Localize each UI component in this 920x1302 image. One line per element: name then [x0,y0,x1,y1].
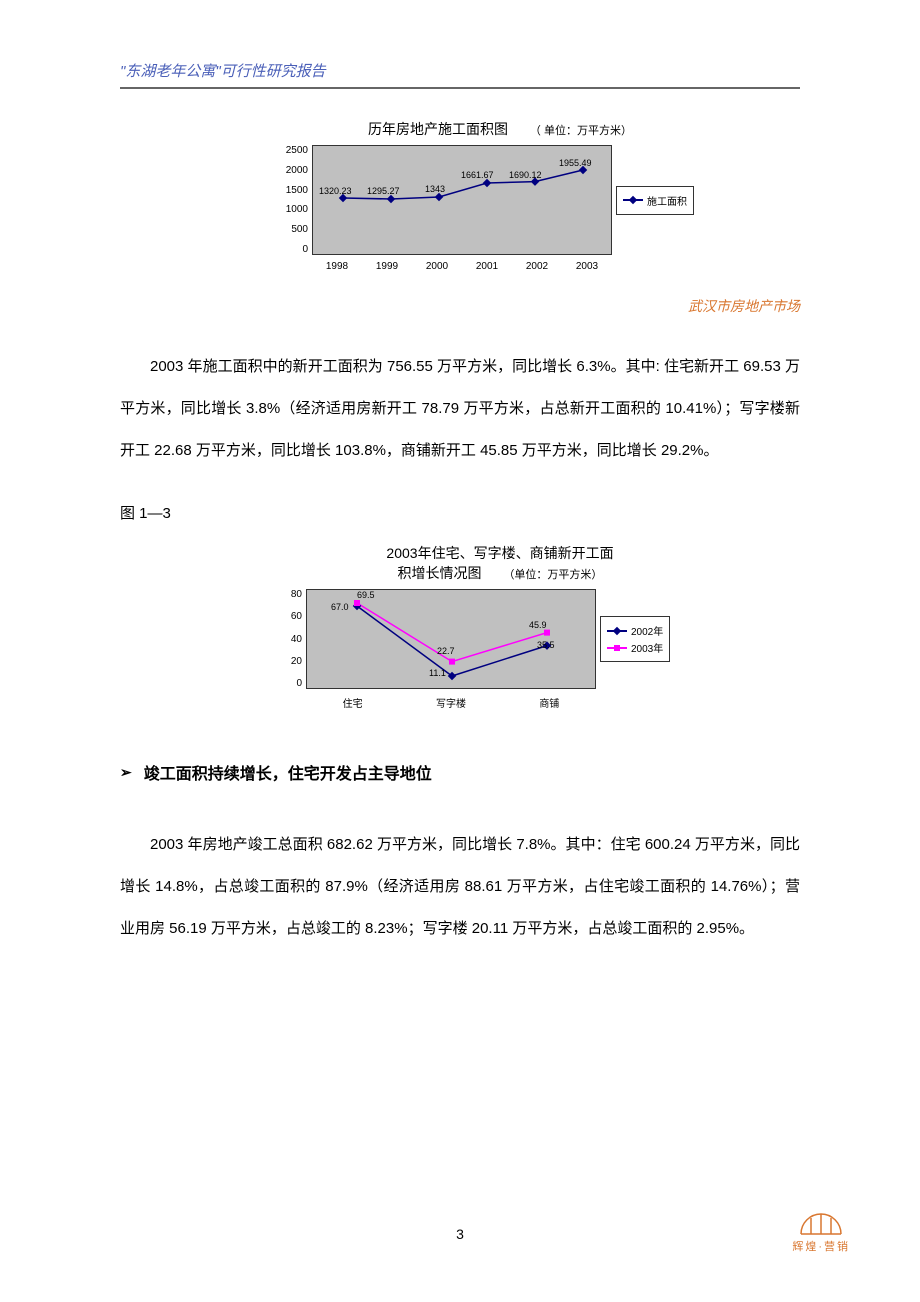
section-heading: ➢ 竣工面积持续增长，住宅开发占主导地位 [120,760,800,784]
chart2-legend: 2002年 2003年 [600,616,670,662]
page-header: "东湖老年公寓"可行性研究报告 [120,60,800,89]
paragraph-1: 2003 年施工面积中的新开工面积为 756.55 万平方米，同比增长 6.3%… [120,346,800,472]
legend-marker-icon [607,647,627,649]
bullet-icon: ➢ [120,764,132,781]
chart2-plot: 67.0 69.5 11.1 22.7 35.5 45.9 [306,589,596,689]
chart2-unit: （单位：万平方米） [503,569,602,581]
footer-logo-text: 辉煌·营销 [792,1238,850,1254]
chart1-title: 历年房地产施工面积图 [368,121,508,137]
chart1-xaxis: 1998 1999 2000 2001 2002 2003 [312,261,612,272]
legend-marker-icon [623,199,643,201]
chart2-yaxis: 80 60 40 20 0 [280,589,306,689]
chart1-title-row: 历年房地产施工面积图 （ 单位：万平方米） [280,119,720,139]
section-heading-text: 竣工面积持续增长，住宅开发占主导地位 [144,760,432,784]
source-note: 武汉市房地产市场 [120,296,800,316]
paragraph-2: 2003 年房地产竣工总面积 682.62 万平方米，同比增长 7.8%。其中：… [120,824,800,950]
chart-2: 2003年住宅、写字楼、商铺新开工面 积增长情况图 （单位：万平方米） 80 6… [280,543,720,710]
legend-marker-icon [607,630,627,632]
chart2-title-line1: 2003年住宅、写字楼、商铺新开工面 [280,543,720,563]
page-number: 3 [456,1226,464,1242]
chart1-unit: （ 单位：万平方米） [530,125,632,137]
header-title: "东湖老年公寓"可行性研究报告 [120,63,326,80]
figure-label: 图 1—3 [120,502,800,523]
chart1-yaxis: 2500 2000 1500 1000 500 0 [280,145,312,255]
chart1-plot: 1320.23 1295.27 1343 1661.67 1690.12 195… [312,145,612,255]
chart-1: 历年房地产施工面积图 （ 单位：万平方米） 2500 2000 1500 100… [280,119,720,272]
chart2-title-line2: 积增长情况图 [398,565,482,581]
logo-icon [799,1210,843,1236]
footer-logo: 辉煌·营销 [792,1210,850,1254]
chart2-xaxis: 住宅 写字楼 商铺 [306,695,596,710]
chart1-legend: 施工面积 [616,186,694,215]
chart2-title-row: 2003年住宅、写字楼、商铺新开工面 积增长情况图 （单位：万平方米） [280,543,720,583]
